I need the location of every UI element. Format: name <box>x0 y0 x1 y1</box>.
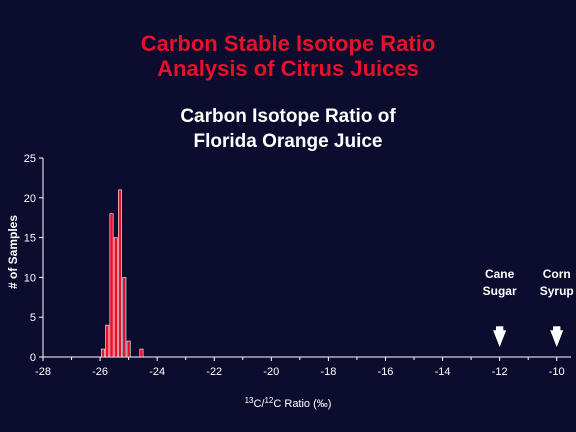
chart-title-line2: Analysis of Citrus Juices <box>157 56 419 81</box>
histogram-bar <box>100 348 105 358</box>
y-axis-label: # of Samples <box>6 215 20 289</box>
y-tick-label: 0 <box>30 352 36 364</box>
chart-subtitle-line1: Carbon Isotope Ratio of <box>180 106 396 127</box>
chart-title-line1: Carbon Stable Isotope Ratio <box>140 31 436 56</box>
x-tick-label: -12 <box>492 366 508 378</box>
x-tick-label: -20 <box>263 366 279 378</box>
x-tick-label: -18 <box>320 366 336 378</box>
annotation-label: Cane <box>485 267 515 281</box>
x-axis-label: 13C/12C Ratio (‰) <box>245 396 332 410</box>
x-tick-label: -22 <box>206 366 222 378</box>
chart-subtitle-line2: Florida Orange Juice <box>193 131 383 152</box>
histogram-bars <box>100 189 144 358</box>
x-tick-label: -16 <box>378 366 394 378</box>
x-tick-label: -14 <box>435 366 451 378</box>
down-arrow-icon <box>492 325 508 349</box>
y-axis: 0 5 10 15 20 25 <box>24 153 44 364</box>
histogram-bar <box>122 277 127 358</box>
annotation-label: Sugar <box>483 284 517 298</box>
annotation-label: Syrup <box>540 284 574 298</box>
x-tick-label: -28 <box>35 366 51 378</box>
y-tick-label: 20 <box>24 193 36 205</box>
histogram-bar <box>113 237 118 358</box>
x-tick-label: -10 <box>549 366 565 378</box>
y-tick-label: 25 <box>24 153 36 165</box>
histogram-bar <box>126 340 131 358</box>
y-tick-label: 15 <box>24 233 36 245</box>
y-tick-label: 5 <box>30 312 36 324</box>
down-arrow-icon <box>549 325 565 349</box>
histogram-bar <box>139 348 144 358</box>
annotations: Cane Sugar Corn Syrup <box>483 267 574 349</box>
x-axis: -28 -26 -24 -22 -20 -18 -16 -14 -12 -10 <box>35 356 571 378</box>
x-tick-label: -26 <box>92 366 108 378</box>
annotation-label: Corn <box>543 267 571 281</box>
histogram-bar <box>118 189 123 358</box>
histogram-bar <box>109 213 114 358</box>
x-tick-label: -24 <box>149 366 165 378</box>
histogram-bar <box>105 324 110 358</box>
y-tick-label: 10 <box>24 272 36 284</box>
